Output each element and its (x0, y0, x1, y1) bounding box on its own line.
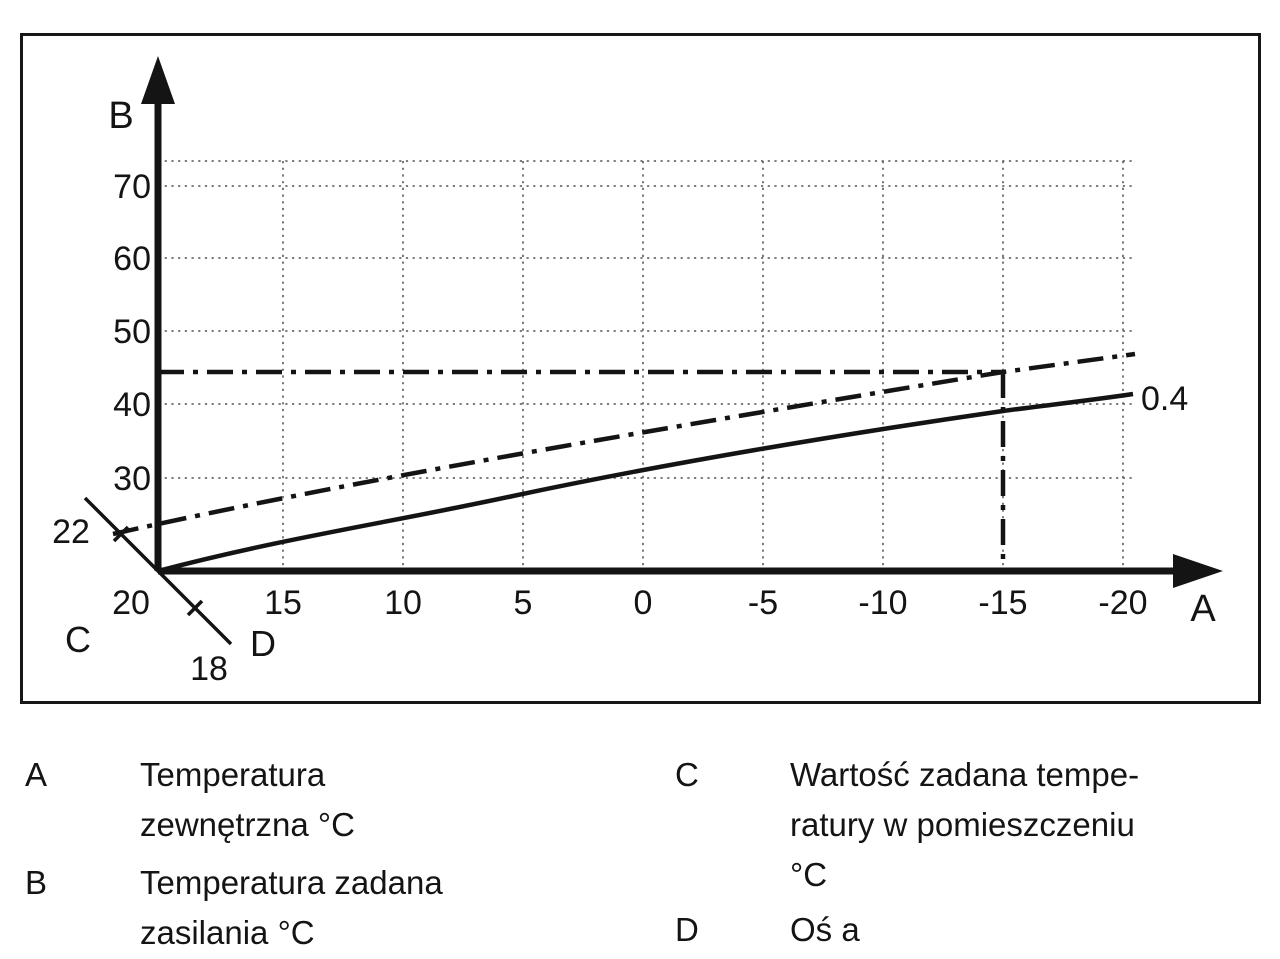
example-curve-dashdot (112, 351, 1136, 537)
legend-entry-b: Temperatura zadana zasilania °C (140, 858, 443, 958)
y-axis-arrow (141, 56, 175, 104)
legend-line: Temperatura zadana (140, 864, 443, 901)
legend-line: Temperatura (140, 756, 326, 793)
legend-line: ratury w pomieszczeniu (790, 806, 1135, 843)
diagonal-axis-line (83, 496, 233, 646)
diagonal-axis-tick-18 (186, 599, 204, 617)
legend-key-c: C (675, 756, 699, 793)
y-tick-label: 50 (113, 313, 151, 351)
x-tick-label: -15 (978, 584, 1027, 622)
d-axis-label: D (250, 623, 276, 664)
y-tick-label: 30 (113, 460, 151, 498)
x-tick-label: 5 (514, 584, 533, 622)
legend-line: zewnętrzna °C (140, 806, 355, 843)
diag-tick-label: 22 (52, 513, 90, 551)
x-tick-label: -10 (858, 584, 907, 622)
chart-svg: 70 60 50 40 30 15 10 5 0 -5 -10 -15 -20 … (52, 56, 1223, 688)
x-tick-label: 10 (384, 584, 422, 622)
legend-entry-d: Oś a (790, 905, 860, 955)
curve-slope-label: 0.4 (1141, 380, 1188, 418)
legend-entry-a: Temperatura zewnętrzna °C (140, 750, 355, 850)
y-tick-label: 60 (113, 240, 151, 278)
x-axis-arrow (1173, 554, 1223, 588)
diag-tick-label: 18 (190, 650, 228, 688)
x-tick-label: -5 (748, 584, 778, 622)
legend-key-d: D (675, 911, 699, 948)
x-tick-label: 0 (634, 584, 653, 622)
legend-line: °C (790, 856, 828, 893)
heating-curve-0-4 (157, 391, 1134, 574)
legend-line: Oś a (790, 911, 860, 948)
y-axis-label: B (108, 95, 133, 137)
x-tick-label: -20 (1098, 584, 1147, 622)
y-tick-label: 40 (113, 386, 151, 424)
legend-key-b: B (25, 864, 48, 901)
diag-tick-label: 20 (112, 584, 150, 622)
chart-figure: 70 60 50 40 30 15 10 5 0 -5 -10 -15 -20 … (20, 33, 1261, 704)
legend-line: Wartość zadana tempe- (790, 756, 1140, 793)
x-axis-label: A (1190, 588, 1216, 630)
x-tick-label: 15 (264, 584, 302, 622)
diagonal-axis-tick-22 (112, 525, 130, 543)
y-tick-label: 70 (113, 168, 151, 206)
legend-line: zasilania °C (140, 914, 315, 951)
c-axis-label: C (65, 619, 91, 660)
legend-key-a: A (25, 756, 48, 793)
legend-entry-c: Wartość zadana tempe- ratury w pomieszcz… (790, 750, 1139, 900)
gridlines (158, 160, 1133, 571)
